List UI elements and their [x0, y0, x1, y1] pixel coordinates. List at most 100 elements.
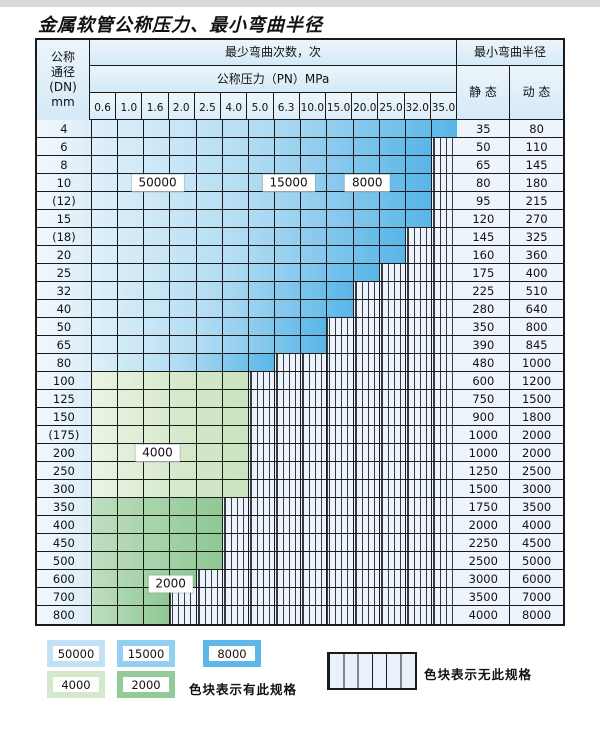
spec-cell	[249, 210, 276, 227]
static-radius-cell: 900	[457, 408, 511, 425]
spec-table: 公称 通径 (DN) mm 最少弯曲次数，次 最小弯曲半径 公称压力（PN）MPa 0…	[35, 38, 565, 626]
no-spec-cell	[432, 192, 458, 209]
no-spec-cell	[353, 372, 380, 389]
spec-cell	[380, 156, 407, 173]
no-spec-cell	[353, 300, 380, 317]
no-spec-cell	[248, 426, 276, 443]
spec-cell	[118, 246, 145, 263]
table-header: 公称 通径 (DN) mm 最少弯曲次数，次 最小弯曲半径 公称压力（PN）MPa 0…	[37, 40, 563, 120]
spec-cell	[301, 120, 328, 137]
dn-cell: 300	[37, 480, 92, 497]
no-spec-cell	[406, 498, 433, 515]
no-spec-cell	[301, 426, 328, 443]
pressure-value-header: 1.0	[116, 93, 143, 119]
static-radius-cell: 120	[457, 210, 511, 227]
no-spec-cell	[432, 588, 458, 605]
no-spec-cell	[379, 498, 407, 515]
table-row-dn-125: 125 750 1500	[37, 390, 563, 408]
no-spec-cell	[301, 534, 328, 551]
spec-cell	[170, 552, 197, 569]
no-spec-cell	[406, 480, 433, 497]
spec-cell	[170, 228, 197, 245]
table-row-dn-400: 400 2000 4000	[37, 516, 563, 534]
spec-cell	[327, 156, 354, 173]
pressure-cells	[91, 318, 458, 335]
spec-cell	[275, 192, 302, 209]
dn-cell: 500	[37, 552, 92, 569]
spec-available-band	[91, 156, 432, 173]
no-spec-cell	[327, 372, 354, 389]
dynamic-radius-cell: 4500	[510, 534, 563, 551]
table-row-dn-50: 50 350 800	[37, 318, 563, 336]
no-spec-cell	[353, 390, 380, 407]
spec-cell	[170, 246, 197, 263]
no-spec-cell	[222, 606, 249, 624]
cell-grid	[92, 444, 458, 461]
no-spec-cell	[432, 210, 458, 227]
spec-cell	[354, 246, 380, 263]
cell-grid	[92, 192, 458, 209]
cycle-count-label-50000: 50000	[131, 174, 184, 192]
dn-cell: 450	[37, 534, 92, 551]
no-spec-cell	[432, 138, 458, 155]
header-row-top: 最少弯曲次数，次 最小弯曲半径	[90, 40, 563, 66]
no-spec-cell	[327, 444, 354, 461]
spec-cell	[197, 336, 223, 353]
no-spec-cell	[327, 336, 354, 353]
cell-grid	[92, 318, 458, 335]
pressure-value-header: 2.0	[168, 93, 195, 119]
static-radius-cell: 3500	[457, 588, 511, 605]
no-spec-cell	[248, 444, 276, 461]
spec-cell	[170, 462, 197, 479]
pressure-cells	[91, 570, 458, 587]
spec-cell	[92, 480, 118, 497]
no-spec-cell	[248, 372, 276, 389]
dn-column-header: 公称 通径 (DN) mm	[37, 40, 90, 120]
no-spec-cell	[275, 588, 302, 605]
dynamic-radius-cell: 8000	[510, 606, 563, 624]
no-spec-cell	[353, 408, 380, 425]
pressure-value-header: 6.3	[273, 93, 300, 119]
no-spec-cell	[432, 552, 458, 569]
no-spec-cell	[275, 480, 302, 497]
no-spec-cell	[406, 570, 433, 587]
spec-cell	[327, 228, 354, 245]
spec-cell	[275, 336, 302, 353]
no-spec-cell	[406, 300, 433, 317]
static-radius-cell: 145	[457, 228, 511, 245]
no-spec-cell	[432, 480, 458, 497]
spec-cell	[92, 138, 118, 155]
spec-cell	[197, 426, 223, 443]
spec-cell	[354, 228, 380, 245]
spec-cell	[144, 336, 171, 353]
no-spec-cell	[196, 606, 223, 624]
no-spec-cell	[406, 534, 433, 551]
static-radius-cell: 2500	[457, 552, 511, 569]
dynamic-radius-cell: 360	[510, 246, 563, 263]
no-spec-cell	[353, 462, 380, 479]
spec-cell	[170, 480, 197, 497]
no-spec-cell	[301, 588, 328, 605]
pressure-cells	[91, 462, 458, 479]
no-spec-cell	[432, 426, 458, 443]
legend-swatch-label: 50000	[53, 646, 99, 661]
no-spec-cell	[222, 570, 249, 587]
static-radius-cell: 65	[457, 156, 511, 173]
dn-header-line: 公称	[50, 50, 75, 64]
table-row-dn-600: 600 3000 6000	[37, 570, 563, 588]
spec-available-band	[91, 606, 171, 624]
spec-cell	[249, 282, 276, 299]
no-spec-cell	[432, 498, 458, 515]
legend-swatch-label: 15000	[123, 646, 169, 661]
pressure-cells	[91, 354, 458, 371]
no-spec-cell	[432, 444, 458, 461]
no-spec-cell	[379, 552, 407, 569]
cell-grid	[92, 246, 458, 263]
table-row-dn-80: 80 480 1000	[37, 354, 563, 372]
no-spec-cell	[327, 606, 354, 624]
legend-no-spec-swatch	[327, 652, 417, 690]
spec-cell	[92, 534, 118, 551]
table-row-dn-65: 65 390 845	[37, 336, 563, 354]
spec-cell	[92, 174, 118, 191]
spec-cell	[118, 336, 145, 353]
